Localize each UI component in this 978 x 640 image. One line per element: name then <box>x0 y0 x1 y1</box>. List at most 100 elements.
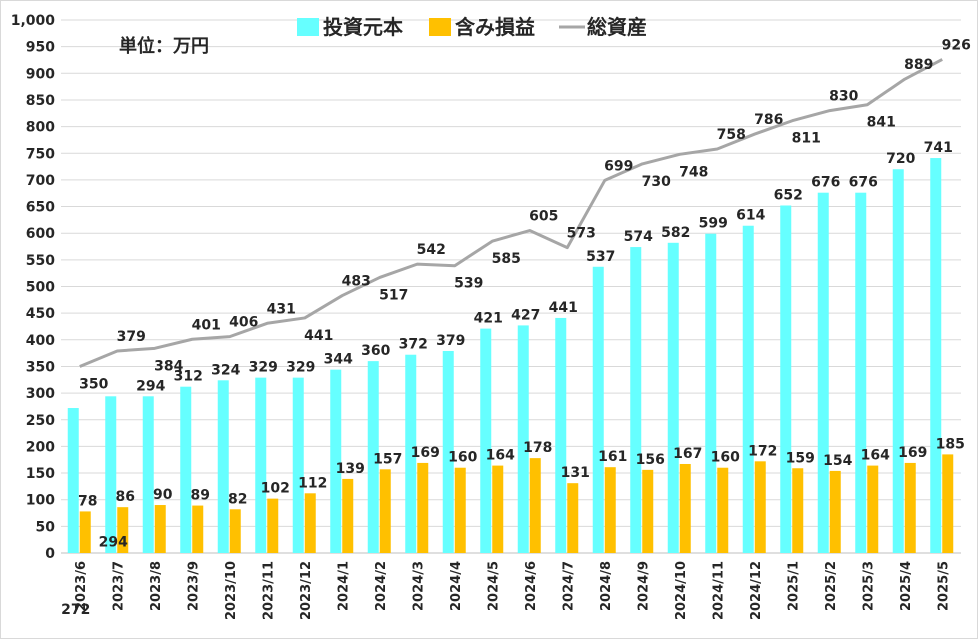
y-tick-label: 150 <box>26 466 55 482</box>
y-tick-label: 700 <box>26 173 55 189</box>
y-tick-label: 750 <box>26 146 55 162</box>
y-tick-label: 900 <box>26 66 55 82</box>
total-value-label: 406 <box>229 315 258 331</box>
bar-principal <box>105 396 117 553</box>
bar-unrealized-gain <box>567 483 579 553</box>
principal-value-label: 427 <box>511 307 540 323</box>
total-value-label: 539 <box>454 276 483 292</box>
principal-value-label: 312 <box>174 369 203 385</box>
principal-value-label: 329 <box>249 360 278 376</box>
principal-value-label: 676 <box>811 175 840 191</box>
total-value-label: 786 <box>754 112 783 128</box>
bar-unrealized-gain <box>942 454 954 553</box>
principal-value-label: 599 <box>699 216 728 232</box>
x-tick-label: 2023/6 <box>74 561 89 611</box>
gain-value-label: 131 <box>561 465 590 481</box>
x-tick-label: 2024/12 <box>749 561 764 620</box>
bar-principal <box>742 225 754 553</box>
total-line <box>79 58 943 368</box>
y-tick-label: 550 <box>26 253 55 269</box>
gain-value-label: 156 <box>636 452 665 468</box>
bar-principal <box>367 361 379 553</box>
y-tick-label: 400 <box>26 333 55 349</box>
x-tick-label: 2024/9 <box>636 561 651 611</box>
bar-unrealized-gain <box>792 468 804 553</box>
gain-value-label: 172 <box>748 443 777 459</box>
gain-value-label: 159 <box>786 450 815 466</box>
x-tick-label: 2024/10 <box>674 561 689 620</box>
gain-value-label: 112 <box>298 475 327 491</box>
x-tick-label: 2024/11 <box>711 561 726 620</box>
bar-principal <box>705 233 717 553</box>
bar-principal <box>630 247 642 554</box>
x-tick-label: 2024/2 <box>374 561 389 611</box>
bar-unrealized-gain <box>117 507 129 553</box>
bar-unrealized-gain <box>492 465 504 553</box>
gain-value-label: 82 <box>228 491 247 507</box>
gain-value-label: 160 <box>711 450 740 466</box>
y-tick-label: 650 <box>26 200 55 216</box>
bar-unrealized-gain <box>604 467 616 553</box>
x-tick-label: 2024/3 <box>411 561 426 611</box>
x-tick-label: 2023/7 <box>111 561 126 611</box>
bar-principal <box>330 369 342 553</box>
principal-value-label: 344 <box>324 352 353 368</box>
total-value-label: 605 <box>529 209 558 225</box>
principal-value-label: 372 <box>399 337 428 353</box>
bar-principal <box>442 350 454 553</box>
x-tick-label: 2025/3 <box>861 561 876 611</box>
y-tick-label: 100 <box>26 493 55 509</box>
bar-principal <box>930 158 942 553</box>
principal-value-label: 294 <box>136 378 165 394</box>
x-tick-label: 2025/1 <box>786 561 801 611</box>
bar-principal <box>67 408 79 553</box>
line-total-assets <box>79 58 943 368</box>
principal-value-label: 421 <box>474 311 503 327</box>
bar-principal <box>667 242 679 553</box>
total-value-label: 699 <box>604 158 633 174</box>
x-tick-label: 2024/1 <box>336 561 351 611</box>
gain-value-label: 185 <box>936 436 965 452</box>
total-value-label: 350 <box>79 376 108 392</box>
bar-principal <box>180 386 192 553</box>
gain-value-label: 178 <box>523 440 552 456</box>
bar-unrealized-gain <box>379 469 391 553</box>
total-value-label: 431 <box>267 301 296 317</box>
y-tick-label: 500 <box>26 280 55 296</box>
bar-unrealized-gain <box>79 511 91 553</box>
x-tick-label: 2023/11 <box>261 561 276 620</box>
x-tick-label: 2025/2 <box>824 561 839 611</box>
principal-value-label: 574 <box>624 229 653 245</box>
bar-unrealized-gain <box>867 465 879 553</box>
y-tick-label: 200 <box>26 439 55 455</box>
total-value-label: 401 <box>192 317 221 333</box>
legend-label: 投資元本 <box>323 15 403 39</box>
principal-value-label: 652 <box>774 187 803 203</box>
bar-unrealized-gain <box>154 505 166 553</box>
y-tick-label: 300 <box>26 386 55 402</box>
bar-principal <box>142 396 154 553</box>
bar-principal <box>780 205 792 553</box>
principal-value-label: 329 <box>286 360 315 376</box>
gain-value-label: 169 <box>411 445 440 461</box>
x-tick-label: 2024/4 <box>449 561 464 611</box>
y-tick-label: 800 <box>26 120 55 136</box>
data-labels: 272 294 294 312 324 329 329 344 360 372 379 421 427 4… <box>61 37 971 618</box>
bar-principal <box>217 380 229 553</box>
principal-value-label: 324 <box>211 362 240 378</box>
x-tick-label: 2025/5 <box>936 561 951 611</box>
gain-value-label: 164 <box>486 448 515 464</box>
legend-label: 総資産 <box>587 15 647 39</box>
principal-value-label: 294 <box>99 534 128 550</box>
total-value-label: 926 <box>942 37 971 53</box>
principal-value-label: 379 <box>436 333 465 349</box>
bar-unrealized-gain <box>717 467 729 553</box>
y-tick-label: 950 <box>26 40 55 56</box>
legend: 投資元本 含み損益 総資産 <box>297 15 647 39</box>
gain-value-label: 139 <box>336 461 365 477</box>
y-tick-label: 1,000 <box>11 13 56 29</box>
total-value-label: 585 <box>492 251 521 267</box>
principal-value-label: 741 <box>924 140 953 156</box>
bar-unrealized-gain <box>454 467 466 553</box>
